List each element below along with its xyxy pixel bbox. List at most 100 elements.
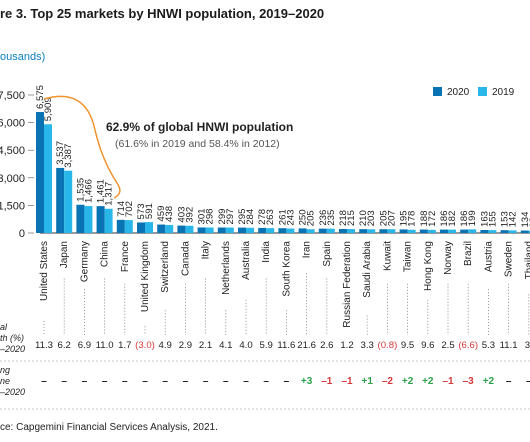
bar-2019-switzerland — [165, 224, 174, 233]
value-label-2019-canada: 392 — [184, 207, 195, 223]
legend-label-2019: 2019 — [492, 87, 515, 98]
bar-2019-taiwan — [407, 229, 416, 233]
rank-change-south-korea: – — [284, 376, 290, 387]
value-label-2019-iran: 205 — [306, 210, 317, 226]
value-label-2020-india: 278 — [257, 209, 268, 225]
growth-united-states: 11.3 — [35, 340, 53, 351]
bar-2020-saudi-arabia — [359, 229, 368, 233]
rank-change-united-kingdom: – — [142, 376, 148, 387]
rank-change-kuwait: –2 — [382, 376, 394, 387]
rank-change-brazil: –3 — [463, 376, 475, 387]
rank-change-russian-federation: –1 — [341, 376, 353, 387]
value-label-2020-iran: 250 — [298, 209, 309, 225]
bar-2019-india — [266, 228, 275, 233]
value-label-2020-norway: 186 — [439, 211, 450, 227]
category-label-united-states: United States — [39, 241, 50, 301]
bar-2020-china — [96, 206, 105, 233]
value-label-2020-russian-federation: 218 — [338, 210, 349, 226]
category-label-taiwan: Taiwan — [403, 241, 414, 272]
category-label-kuwait: Kuwait — [382, 241, 393, 271]
value-label-2020-spain: 236 — [318, 210, 329, 226]
growth-italy: 2.1 — [199, 340, 212, 351]
growth-saudi-arabia: 3.3 — [361, 340, 374, 351]
bar-2019-germany — [84, 206, 93, 233]
growth-russian-federation: 1.2 — [340, 340, 353, 351]
bar-2019-netherlands — [225, 227, 234, 233]
bar-2019-saudi-arabia — [367, 229, 376, 233]
value-label-2019-germany: 1,466 — [83, 179, 94, 203]
category-label-italy: Italy — [201, 241, 212, 259]
growth-china: 11.0 — [96, 340, 114, 351]
legend-swatch-2019 — [478, 87, 487, 96]
growth-brazil: (6.6) — [458, 340, 478, 351]
rank-change-iran: +3 — [301, 376, 313, 387]
rank-change-australia: – — [243, 376, 249, 387]
category-label-hong-kong: Hong Kong — [423, 241, 434, 291]
growth-spain: 2.6 — [320, 340, 333, 351]
rank-change-saudi-arabia: +1 — [361, 376, 373, 387]
bar-2019-kuwait — [387, 229, 396, 233]
growth-south-korea: 11.6 — [277, 340, 295, 351]
value-label-2019-saudi-arabia: 203 — [366, 210, 377, 226]
value-label-2020-taiwan: 195 — [399, 210, 410, 226]
category-label-france: France — [120, 241, 131, 273]
value-label-2019-united-states: 5,909 — [43, 97, 54, 121]
rank-change-hong-kong: +2 — [422, 376, 434, 387]
growth-norway: 2.5 — [441, 340, 454, 351]
value-label-2019-kuwait: 207 — [386, 210, 397, 226]
bar-2020-sweden — [500, 230, 509, 233]
category-label-spain: Spain — [322, 241, 333, 267]
bar-2020-russian-federation — [339, 228, 347, 233]
growth-row-label-2: th (%) — [0, 333, 24, 343]
rank-change-france: – — [122, 376, 128, 387]
bar-2019-norway — [448, 229, 456, 233]
growth-thailand: 3. — [525, 340, 530, 351]
y-axis-ticks: 7,500 6,000 4,500 3,000 1,500 0 — [0, 90, 34, 240]
value-label-2019-netherlands: 297 — [225, 209, 236, 225]
value-label-2020-germany: 1,535 — [75, 178, 86, 202]
value-label-2020-united-states: 6,575 — [35, 85, 46, 109]
value-label-2019-south-korea: 243 — [285, 210, 296, 226]
rank-change-india: – — [263, 376, 269, 387]
category-label-austria: Austria — [483, 241, 494, 273]
value-label-2020-brazil: 186 — [459, 211, 470, 227]
bar-2020-japan — [56, 167, 65, 233]
category-label-iran: Iran — [302, 241, 313, 258]
growth-taiwan: 9.5 — [401, 340, 414, 351]
category-label-brazil: Brazil — [463, 241, 474, 266]
bar-2020-united-kingdom — [137, 222, 145, 233]
value-label-2019-norway: 182 — [447, 211, 458, 227]
rank-change-taiwan: +2 — [402, 376, 414, 387]
bar-2020-hong-kong — [419, 229, 428, 233]
value-label-2020-austria: 163 — [479, 211, 490, 227]
bar-2019-iran — [306, 229, 315, 233]
growth-japan: 6.2 — [58, 340, 71, 351]
rank-change-values: –––––––––––––+3–1–1+1–2+2+2–1–3+2–– — [41, 376, 530, 387]
bar-2019-japan — [64, 170, 73, 233]
legend: 2020 2019 — [433, 87, 515, 98]
value-label-2019-spain: 235 — [326, 210, 337, 226]
bar-2020-united-states — [36, 112, 44, 233]
value-label-2020-australia: 295 — [237, 209, 248, 225]
rank-change-germany: – — [82, 376, 88, 387]
rank-row-label-2: ne — [0, 376, 10, 386]
value-label-2020-south-korea: 261 — [277, 209, 288, 225]
bar-2019-italy — [205, 227, 214, 233]
category-label-united-kingdom: United Kingdom — [140, 241, 151, 312]
category-label-india: India — [261, 241, 272, 263]
annotation-main: 62.9% of global HNWI population — [106, 120, 293, 134]
bar-2020-thailand — [520, 230, 529, 233]
category-label-germany: Germany — [79, 241, 90, 282]
rank-change-spain: –1 — [321, 376, 333, 387]
value-label-2020-kuwait: 205 — [378, 210, 389, 226]
bar-2020-india — [258, 227, 267, 233]
bar-2019-spain — [326, 228, 335, 233]
value-label-2019-thailand: 12 — [528, 217, 530, 228]
bar-2019-canada — [185, 225, 194, 233]
growth-iran: 21.6 — [297, 340, 316, 351]
leader-dots — [43, 273, 530, 335]
category-label-thailand: Thailand — [524, 241, 530, 279]
bar-2019-sweden — [508, 230, 517, 233]
value-label-2020-united-kingdom: 573 — [136, 203, 147, 219]
